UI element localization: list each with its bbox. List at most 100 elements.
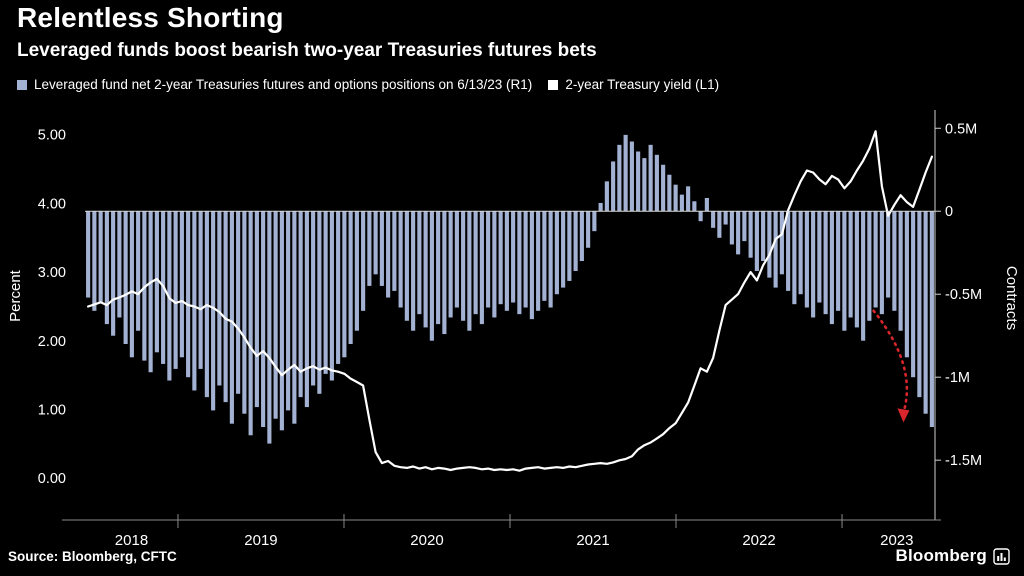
position-bar [511, 211, 516, 303]
position-bar [773, 211, 778, 288]
position-bar [686, 186, 691, 212]
position-bar [136, 211, 141, 331]
yield-line [87, 130, 933, 472]
position-bar [423, 211, 428, 328]
position-bar [367, 211, 372, 286]
right-axis-tick-label: -1.5M [945, 453, 982, 469]
position-bar [217, 211, 222, 386]
left-axis-title: Percent [7, 269, 24, 322]
x-axis-year-label: 2023 [880, 532, 913, 549]
position-bar [211, 211, 216, 411]
position-bar [486, 211, 491, 308]
position-bar [854, 211, 859, 328]
position-bar [729, 211, 734, 245]
position-bar [917, 211, 922, 398]
position-bar [536, 211, 541, 311]
position-bar [123, 211, 128, 345]
axes-group: 0.5M 0 -0.5M -1M -1.5M 5.00 4.00 3.00 2.00 1.00 0.… [38, 110, 982, 549]
x-axis-year-label: 2022 [742, 532, 775, 549]
position-bar [186, 211, 191, 378]
position-bar [404, 211, 409, 321]
position-bar [248, 211, 253, 436]
position-bar [548, 211, 553, 308]
position-bar [361, 211, 366, 311]
position-bar [648, 144, 653, 212]
position-bar [311, 211, 316, 386]
position-bar [467, 211, 472, 331]
position-bar [348, 211, 353, 345]
trend-arrow-head [897, 408, 910, 423]
position-bar [223, 211, 228, 403]
legend-item-positions: Leveraged fund net 2-year Treasuries fut… [17, 77, 532, 92]
position-bar [329, 211, 334, 381]
position-bar [517, 211, 522, 315]
position-bar [492, 211, 497, 318]
legend: Leveraged fund net 2-year Treasuries fut… [17, 77, 719, 92]
position-bar [479, 211, 484, 325]
position-bar [736, 211, 741, 255]
position-bar [273, 211, 278, 419]
position-bar [111, 211, 116, 336]
position-bar [261, 211, 266, 427]
position-bar [629, 141, 634, 212]
left-axis-tick-label: 5.00 [38, 128, 66, 144]
position-bar [792, 211, 797, 305]
position-bar [529, 211, 534, 320]
position-bar [848, 211, 853, 318]
chart-subtitle: Leveraged funds boost bearish two-year T… [17, 40, 597, 61]
position-bar [398, 211, 403, 308]
left-axis-tick-label: 3.00 [38, 265, 66, 281]
position-bar [679, 194, 684, 212]
position-bar [154, 211, 159, 353]
position-bar [611, 161, 616, 212]
annotation-group [872, 309, 910, 423]
position-bar [654, 154, 659, 212]
position-bar [292, 211, 297, 424]
position-bar [229, 211, 234, 424]
position-bar [411, 211, 416, 331]
position-bar [673, 184, 678, 212]
position-bar [767, 211, 772, 278]
position-bar [179, 211, 184, 358]
position-bar [342, 211, 347, 358]
position-bar [92, 211, 97, 311]
position-bar [911, 211, 916, 378]
position-bar [704, 197, 709, 212]
position-bar [642, 158, 647, 212]
position-bar [523, 211, 528, 308]
position-bar [573, 211, 578, 271]
position-bar [561, 211, 566, 288]
position-bar [904, 211, 909, 358]
bloomberg-logo-text: Bloomberg [895, 546, 987, 565]
position-bar [717, 211, 722, 238]
position-bar [117, 211, 122, 318]
x-axis-year-label: 2020 [410, 532, 443, 549]
position-bar [842, 211, 847, 331]
position-bar [711, 211, 716, 228]
position-bar [236, 211, 241, 394]
left-axis-tick-label: 0.00 [38, 471, 66, 487]
position-bar [267, 211, 272, 444]
position-bar [373, 211, 378, 275]
bar-series-group [86, 134, 934, 444]
position-bar [379, 211, 384, 286]
position-bar [323, 211, 328, 374]
position-bar [498, 211, 503, 305]
position-bar [598, 202, 603, 212]
position-bar [304, 211, 309, 408]
position-bar [386, 211, 391, 298]
left-axis-tick-label: 1.00 [38, 403, 66, 419]
right-axis-title: Contracts [1003, 266, 1020, 330]
right-axis-tick-label: 0 [945, 204, 953, 220]
position-bar [761, 211, 766, 262]
position-bar [661, 164, 666, 212]
position-bar [892, 211, 897, 311]
source-credit: Source: Bloomberg, CFTC [8, 549, 177, 564]
position-bar [504, 211, 509, 311]
bloomberg-logo-icon [993, 547, 1010, 565]
left-axis-tick-label: 4.00 [38, 196, 66, 212]
position-bar [779, 211, 784, 275]
position-bar [804, 211, 809, 308]
position-bar [254, 211, 259, 408]
